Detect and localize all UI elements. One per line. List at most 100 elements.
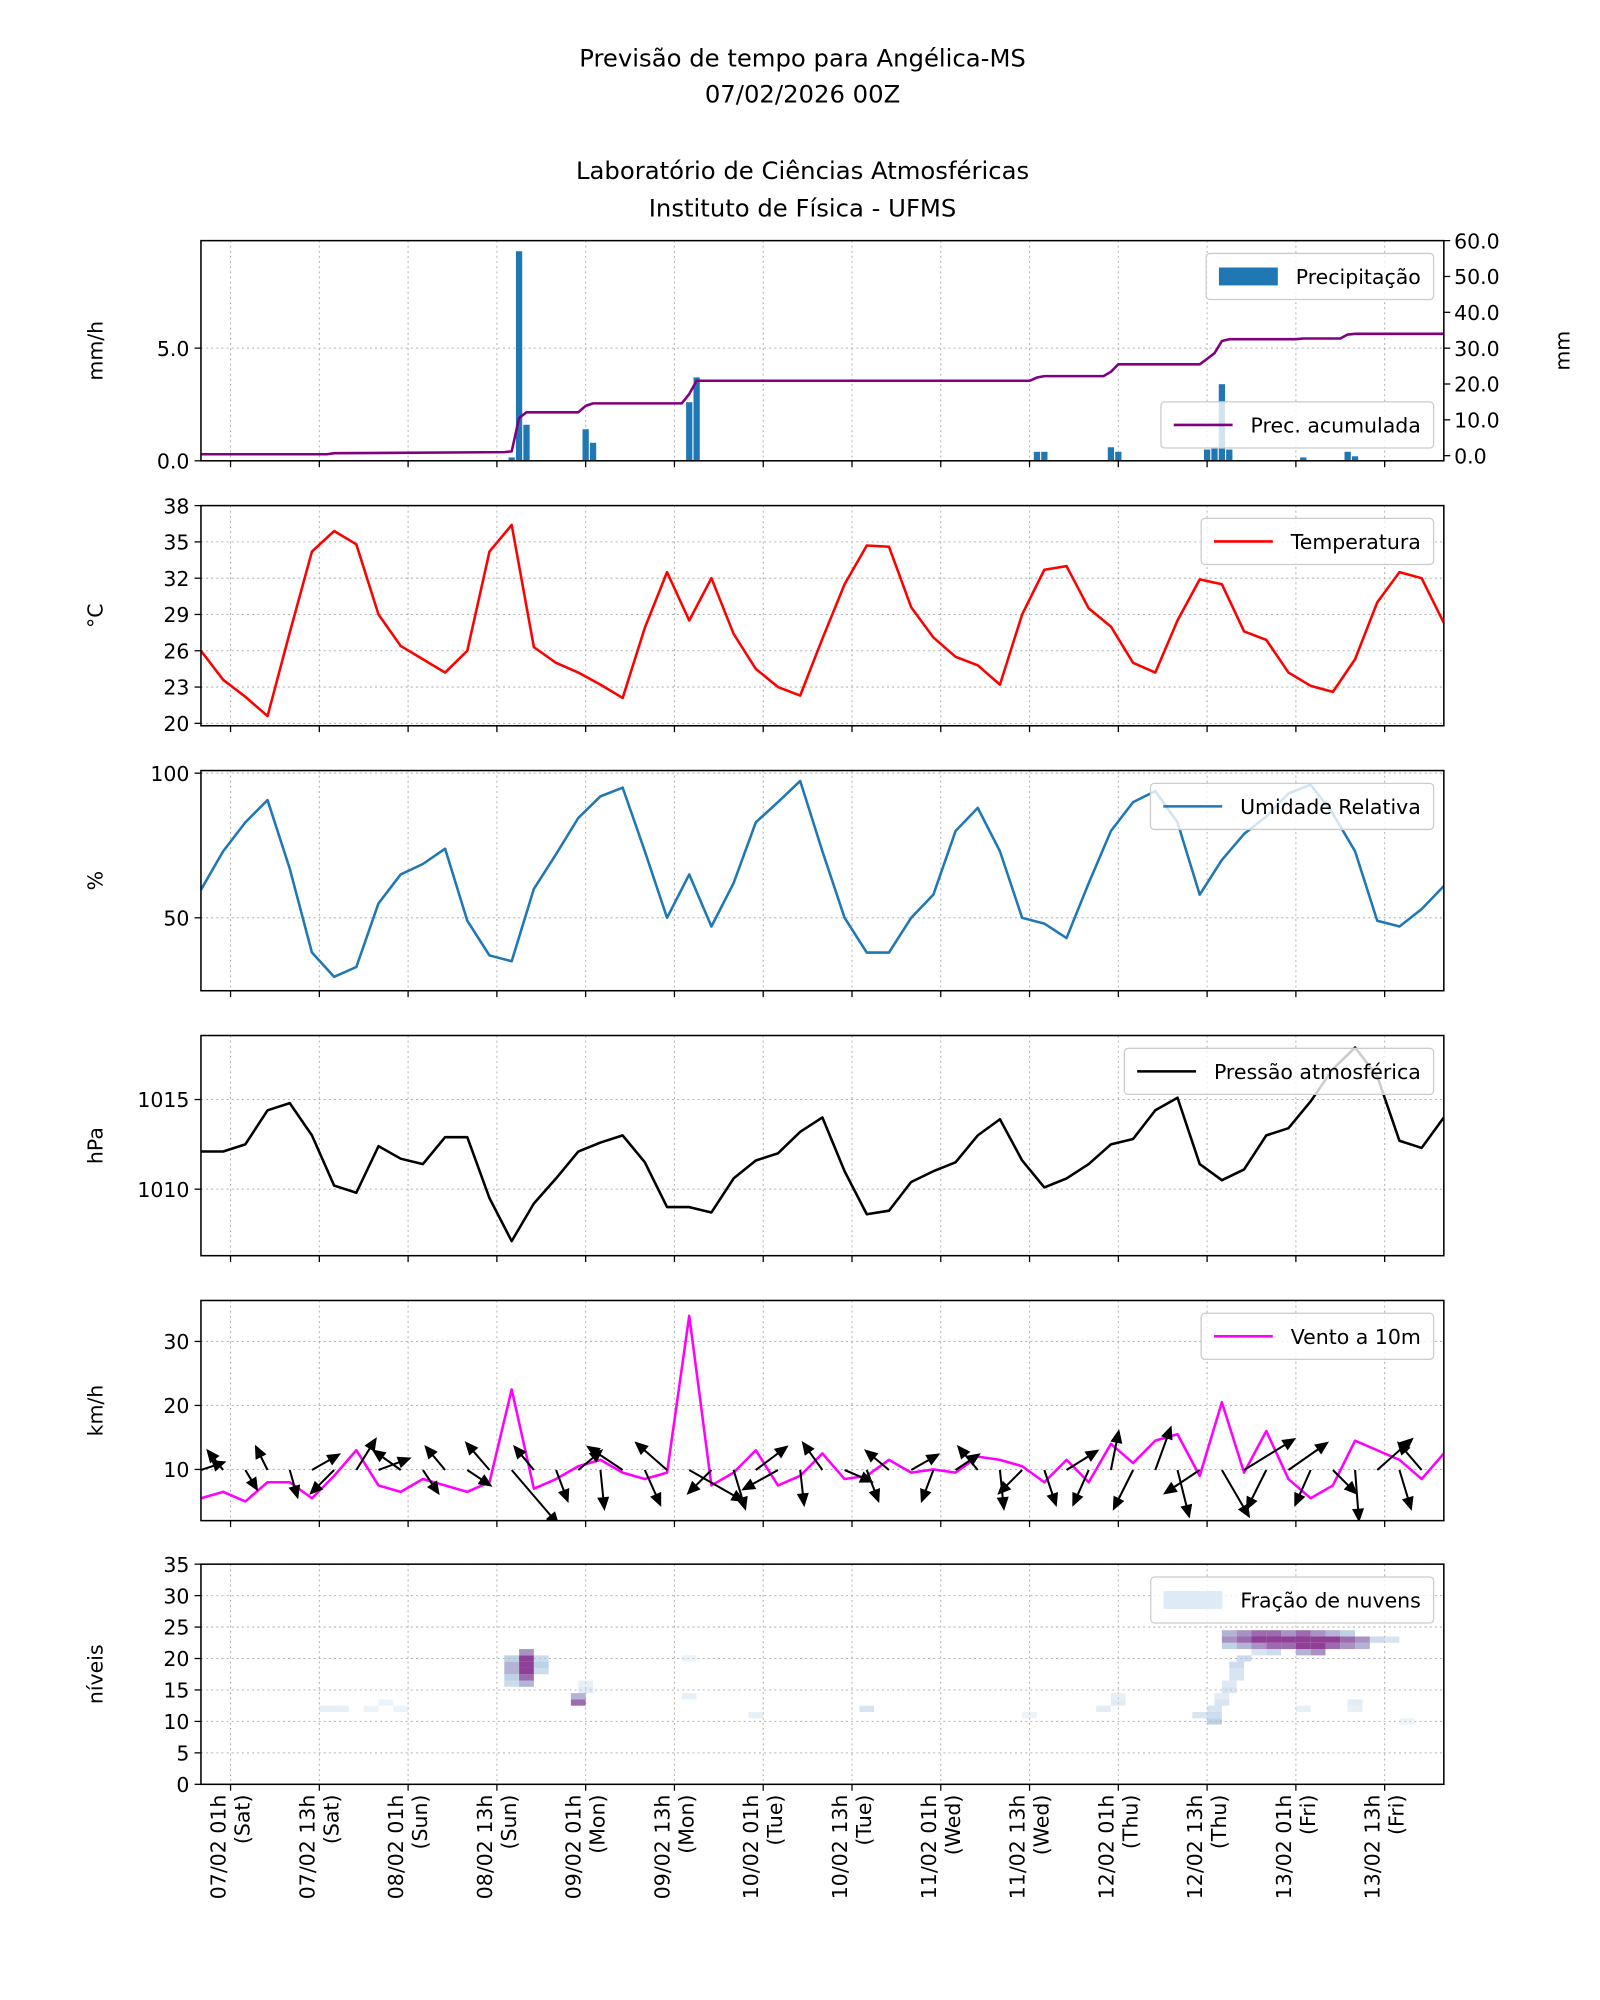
y-tick-label: 100 [150, 762, 189, 786]
y-axis-label: % [83, 871, 107, 890]
cloud-cell [378, 1699, 394, 1706]
legend-label: Pressão atmosférica [1214, 1060, 1421, 1084]
cloud-cell [1110, 1693, 1126, 1700]
wind-arrow [1176, 1469, 1193, 1519]
y-tick-label: 26 [163, 639, 189, 663]
y2-tick-label: 10.0 [1454, 409, 1500, 433]
legend: Vento a 10m [1200, 1312, 1435, 1360]
x-tick-label: 12/02 13h (Thu) [1183, 1794, 1232, 1900]
y2-tick-label: 60.0 [1454, 229, 1500, 253]
y-tick-label: 0.0 [157, 449, 190, 473]
cloud-cell [1340, 1630, 1356, 1637]
cloud-cell [1355, 1642, 1370, 1650]
cloud-cell [504, 1680, 520, 1687]
wind-arrow [378, 1456, 412, 1471]
x-tick-label: 12/02 01h (Thu) [1094, 1794, 1143, 1900]
line [200, 332, 1444, 456]
wind-arrow [844, 1469, 874, 1483]
legend-box [1160, 401, 1435, 449]
wind-arrow [741, 1469, 779, 1491]
y-axis-label: km/h [83, 1385, 107, 1437]
wind-arrow [510, 1469, 558, 1521]
y-tick-label: 5.0 [157, 337, 190, 361]
cloud-cell [504, 1667, 520, 1675]
cloud-cell [1310, 1642, 1326, 1650]
y2-tick-label: 0.0 [1454, 444, 1487, 468]
cloud-cell [681, 1655, 697, 1662]
bar [686, 402, 693, 461]
wind-arrow [555, 1469, 570, 1504]
wind-arrow [513, 1444, 535, 1471]
cloud-cell [393, 1705, 409, 1712]
cloud-cell [1207, 1718, 1222, 1725]
bar [523, 424, 530, 461]
wind-arrow [244, 1469, 259, 1492]
wind-arrow [996, 1469, 1009, 1511]
cloud-cell [1325, 1642, 1341, 1650]
cloud-cell [1236, 1655, 1252, 1662]
cloud-cell [1251, 1649, 1267, 1656]
wind-arrow [686, 1469, 713, 1495]
axes-frame [200, 239, 1445, 462]
cloud-cell [1229, 1674, 1245, 1681]
cloud-cell [1325, 1636, 1341, 1643]
cloud-cell [1221, 1686, 1237, 1694]
cloud-cell [1221, 1636, 1237, 1643]
cloud-cell [533, 1655, 549, 1662]
axes-frame [200, 504, 1445, 727]
bar [1203, 449, 1211, 461]
wind-arrow [466, 1469, 493, 1487]
line [200, 523, 1444, 718]
line [200, 1314, 1444, 1503]
cloud-cell [570, 1693, 586, 1700]
y-tick-label: 35 [163, 531, 189, 555]
cloud-cell [519, 1655, 534, 1662]
cloud-cell [748, 1711, 764, 1719]
cloud-cell [519, 1649, 534, 1656]
cloud-cell [519, 1661, 534, 1668]
cloud-cell [1266, 1649, 1282, 1656]
legend: Precipitação [1205, 252, 1435, 301]
wind-arrow [585, 1445, 624, 1471]
y-tick-label: 50 [163, 906, 189, 930]
legend-label: Precipitação [1296, 265, 1421, 289]
wind-arrow [1163, 1469, 1201, 1495]
y-tick-label: 20 [163, 1647, 189, 1671]
wind-arrow [1221, 1469, 1251, 1519]
y-tick-label: 5 [176, 1742, 189, 1766]
y-tick-label: 32 [163, 567, 189, 591]
cloud-cell [1221, 1680, 1237, 1687]
legend: Pressão atmosférica [1123, 1047, 1435, 1096]
cloud-cell [319, 1705, 335, 1712]
cloud-cell [1229, 1667, 1245, 1675]
y-tick-label: 35 [163, 1553, 189, 1577]
legend-swatch [1218, 267, 1278, 286]
cloud-cell [578, 1686, 594, 1694]
legend-label: Umidade Relativa [1240, 795, 1421, 819]
cloud-cell [1110, 1699, 1126, 1706]
y-axis-label: níveis [83, 1644, 107, 1704]
bar [582, 429, 589, 461]
cloud-cell [363, 1705, 379, 1712]
wind-arrow [801, 1441, 824, 1471]
legend-box [1149, 782, 1435, 831]
y-tick-label: 30 [163, 1584, 189, 1608]
legend-box [1150, 1576, 1435, 1624]
cloud-cell [1266, 1642, 1282, 1650]
y-tick-label: 0 [176, 1773, 189, 1797]
cloud-cell [1251, 1636, 1267, 1643]
legend-label: Fração de nuvens [1240, 1589, 1420, 1613]
wind-arrow [865, 1469, 881, 1504]
cloud-cell [1281, 1636, 1296, 1643]
legend-swatch [1163, 1591, 1223, 1609]
cloud-cell [1229, 1661, 1245, 1668]
cloud-cell [1384, 1636, 1400, 1643]
legend-box [1123, 1047, 1435, 1096]
cloud-cell [1295, 1630, 1311, 1637]
wind-arrow [796, 1469, 809, 1508]
cloud-cell [504, 1655, 520, 1662]
cloud-cell [1399, 1718, 1415, 1725]
cloud-cell [1266, 1630, 1282, 1637]
legend: Prec. acumulada [1160, 401, 1435, 449]
